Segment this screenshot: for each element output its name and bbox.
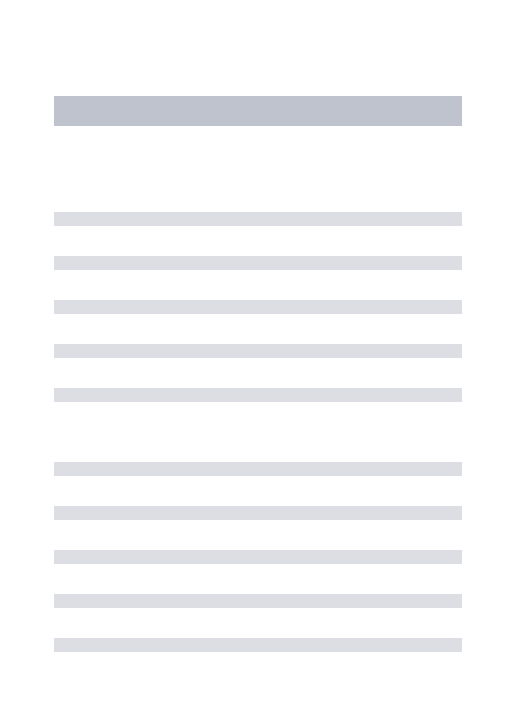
skeleton-title-bar xyxy=(54,96,462,126)
skeleton-line xyxy=(54,506,462,520)
skeleton-section-gap xyxy=(54,432,462,462)
skeleton-line xyxy=(54,550,462,564)
skeleton-line xyxy=(54,212,462,226)
skeleton-line xyxy=(54,638,462,652)
skeleton-line xyxy=(54,388,462,402)
skeleton-line xyxy=(54,300,462,314)
skeleton-line xyxy=(54,594,462,608)
skeleton-line xyxy=(54,256,462,270)
skeleton-page xyxy=(0,0,516,652)
skeleton-line xyxy=(54,344,462,358)
skeleton-line xyxy=(54,462,462,476)
